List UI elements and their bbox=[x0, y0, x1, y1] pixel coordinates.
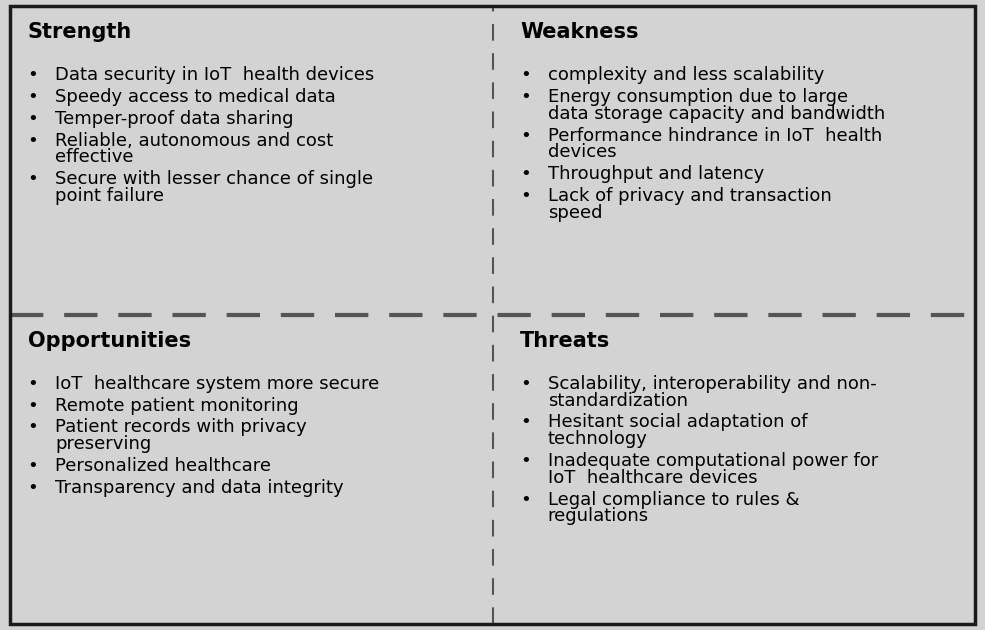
Text: •: • bbox=[28, 479, 38, 497]
Text: •: • bbox=[28, 66, 38, 84]
Text: •: • bbox=[28, 397, 38, 415]
Text: Data security in IoT  health devices: Data security in IoT health devices bbox=[55, 66, 374, 84]
Text: •: • bbox=[28, 110, 38, 128]
Text: •: • bbox=[520, 452, 531, 470]
Text: point failure: point failure bbox=[55, 187, 164, 205]
Text: speed: speed bbox=[548, 203, 602, 222]
Text: Lack of privacy and transaction: Lack of privacy and transaction bbox=[548, 187, 831, 205]
Text: •: • bbox=[28, 418, 38, 437]
Text: Weakness: Weakness bbox=[520, 22, 638, 42]
Text: Speedy access to medical data: Speedy access to medical data bbox=[55, 88, 336, 106]
Text: Reliable, autonomous and cost: Reliable, autonomous and cost bbox=[55, 132, 333, 149]
Text: •: • bbox=[28, 88, 38, 106]
Text: IoT  healthcare devices: IoT healthcare devices bbox=[548, 469, 757, 487]
Text: Hesitant social adaptation of: Hesitant social adaptation of bbox=[548, 413, 807, 432]
Text: Strength: Strength bbox=[28, 22, 132, 42]
Text: IoT  healthcare system more secure: IoT healthcare system more secure bbox=[55, 375, 379, 393]
Text: •: • bbox=[520, 413, 531, 432]
Text: standardization: standardization bbox=[548, 392, 688, 410]
Text: data storage capacity and bandwidth: data storage capacity and bandwidth bbox=[548, 105, 885, 123]
Text: effective: effective bbox=[55, 149, 134, 166]
Text: Temper-proof data sharing: Temper-proof data sharing bbox=[55, 110, 294, 128]
Text: •: • bbox=[520, 375, 531, 393]
Text: Remote patient monitoring: Remote patient monitoring bbox=[55, 397, 298, 415]
Text: Threats: Threats bbox=[520, 331, 611, 351]
Text: •: • bbox=[520, 66, 531, 84]
Text: •: • bbox=[28, 457, 38, 475]
Text: devices: devices bbox=[548, 144, 617, 161]
Text: •: • bbox=[520, 165, 531, 183]
Text: Legal compliance to rules &: Legal compliance to rules & bbox=[548, 491, 799, 508]
Text: Personalized healthcare: Personalized healthcare bbox=[55, 457, 271, 475]
Text: •: • bbox=[28, 375, 38, 393]
Text: preserving: preserving bbox=[55, 435, 152, 453]
Text: Transparency and data integrity: Transparency and data integrity bbox=[55, 479, 344, 497]
Text: Scalability, interoperability and non-: Scalability, interoperability and non- bbox=[548, 375, 877, 393]
Text: regulations: regulations bbox=[548, 507, 649, 525]
Text: Opportunities: Opportunities bbox=[28, 331, 191, 351]
Text: •: • bbox=[520, 127, 531, 144]
Text: •: • bbox=[520, 187, 531, 205]
Text: Secure with lesser chance of single: Secure with lesser chance of single bbox=[55, 170, 373, 188]
Text: Inadequate computational power for: Inadequate computational power for bbox=[548, 452, 878, 470]
Text: •: • bbox=[520, 491, 531, 508]
Text: Energy consumption due to large: Energy consumption due to large bbox=[548, 88, 848, 106]
Text: Patient records with privacy: Patient records with privacy bbox=[55, 418, 307, 437]
Text: complexity and less scalability: complexity and less scalability bbox=[548, 66, 824, 84]
Text: •: • bbox=[520, 88, 531, 106]
Text: •: • bbox=[28, 170, 38, 188]
Text: technology: technology bbox=[548, 430, 647, 448]
Text: •: • bbox=[28, 132, 38, 149]
Text: Performance hindrance in IoT  health: Performance hindrance in IoT health bbox=[548, 127, 882, 144]
Text: Throughput and latency: Throughput and latency bbox=[548, 165, 764, 183]
